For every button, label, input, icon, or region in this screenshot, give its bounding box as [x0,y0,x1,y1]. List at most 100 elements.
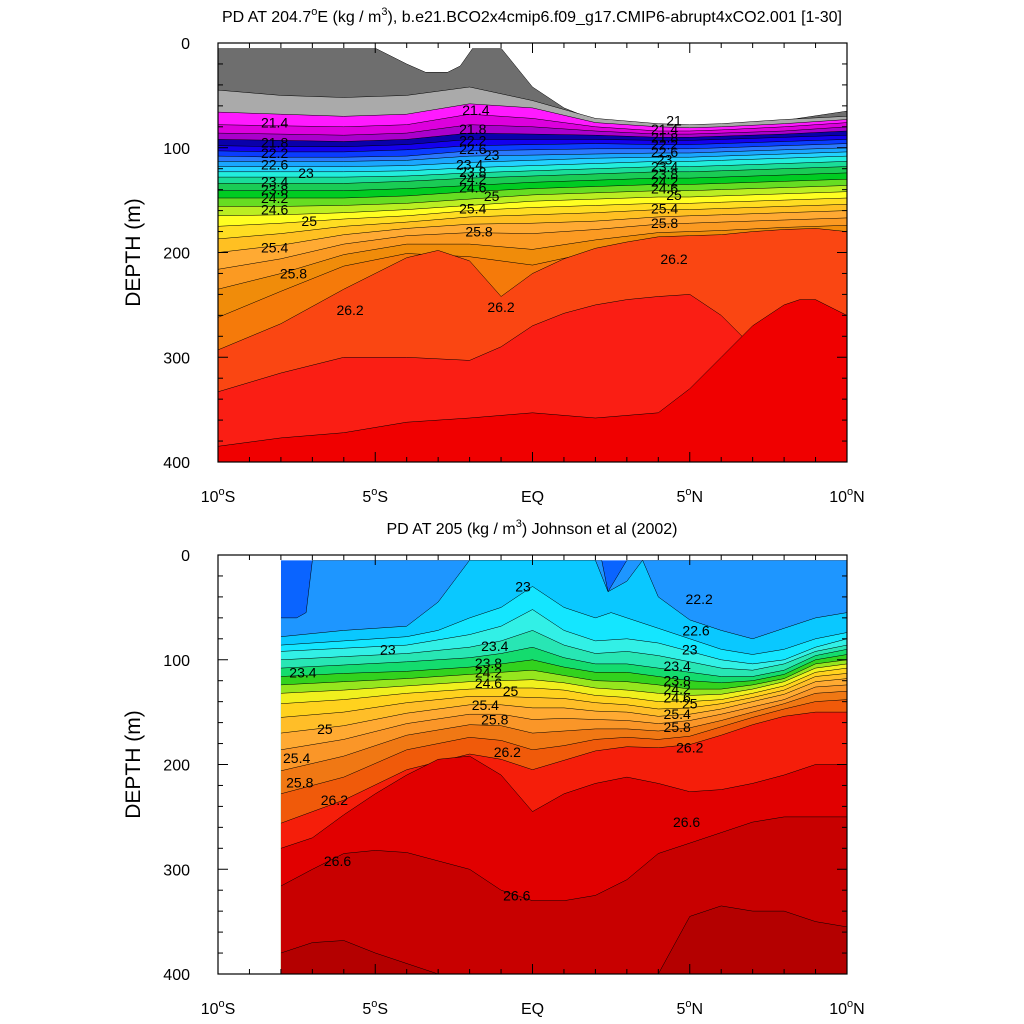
ticks [217,554,848,975]
contour-line-24.8 [280,667,847,704]
y-tick-label: 400 [163,967,190,984]
contour-label: 21.4 [462,102,489,118]
contour-label: 26.2 [487,299,514,315]
y-axis-label: DEPTH (m) [122,198,145,307]
chart-title: PD AT 204.7oE (kg / m3), b.e21.BCO2x4cmi… [222,6,842,26]
contour-label: 23 [657,151,673,167]
contour-label: 25.8 [664,719,691,735]
contour-label: 22.2 [459,132,486,148]
contour-label: 23.8 [475,655,502,671]
contour-label: 24.2 [651,173,678,189]
contour-line-23 [218,147,847,162]
y-tick-label: 400 [163,455,190,472]
x-tick-label: 5oS [362,998,388,1018]
contour-label: 25 [317,721,333,737]
y-tick-label: 100 [163,653,190,670]
contour-label: 25.8 [286,774,313,790]
contour-label: 24.2 [475,664,502,680]
contour-line-26.8 [280,905,847,974]
panel-bottom: 22.222.623 232323.423.423.423.823.824.224… [122,518,865,1018]
contour-line-24.6 [218,185,847,207]
contour-label: 23 [682,641,698,657]
contour-line-24.2 [280,654,847,684]
contour-line-23.2 [218,151,847,167]
contour-label: 23 [380,641,396,657]
contour-label: 26.2 [336,302,363,318]
contour-line-25 [280,673,847,718]
panel-top: 21.421.822.222.62323.423.824.224.62525.4… [122,6,865,506]
y-tick-label: 0 [181,36,190,53]
contour-label: 25.4 [472,697,499,713]
contour-label: 23 [298,165,314,181]
contour-band-26.6 [218,299,847,463]
contour-line-26 [280,699,847,795]
contour-label: 23.8 [664,673,691,689]
contour-label: 24.6 [651,181,678,197]
contour-line-25.4 [280,684,847,751]
x-tick-label: 10oN [829,998,864,1018]
x-tick-label: 5oS [362,486,388,506]
contour-label: 24.6 [459,180,486,196]
contour-line-24.8 [218,191,847,217]
contour-labels: 21.421.822.222.62323.423.824.224.62525.4… [261,102,688,318]
contour-label: 23.4 [289,664,316,680]
contour-line-23.4 [280,609,847,665]
contour-line-25 [218,197,847,227]
contour-label: 22.2 [651,137,678,153]
contour-label: 21 [666,113,682,129]
contour-line-24.4 [280,659,847,690]
y-tick-label: 300 [163,862,190,879]
contour-label: 22.2 [686,591,713,607]
contour-label: 23.4 [664,658,691,674]
contour-label: 22.6 [261,157,288,173]
contour-line-25.2 [218,204,847,240]
contour-label: 22.6 [459,141,486,157]
contour-fills [218,48,847,463]
chart-title: PD AT 205 (kg / m3) Johnson et al (2002) [386,518,677,538]
contour-label: 26.6 [324,853,351,869]
contour-label: 26.6 [503,887,530,903]
contour-label: 23.4 [261,173,288,189]
contour-labels: 22.222.623 232323.423.423.423.823.824.224… [283,578,713,903]
contour-line-21 [218,103,847,129]
contour-label: 26.2 [494,744,521,760]
contour-label: 25.4 [651,201,678,217]
contour-label: 24.6 [664,689,691,705]
contour-label: 25.8 [465,224,492,240]
contour-label: 24.2 [261,190,288,206]
contour-label: 25 [682,696,698,712]
contour-label: 21.4 [261,115,288,131]
contour-line-21.4 [218,113,847,132]
contour-line-26.2 [218,228,847,351]
contour-line-23.6 [280,630,847,671]
contour-line-26.6 [280,816,847,901]
y-tick-label: 100 [163,141,190,158]
contour-line-25.6 [218,217,847,270]
contour-label: 23.8 [261,182,288,198]
contour-label: 25.4 [283,750,310,766]
x-tick-label: EQ [521,1001,544,1018]
contour-band-26.8 [280,905,847,974]
contour-label: 25 [301,213,317,229]
contour-label: 21.8 [459,121,486,137]
x-tick-label: 10oS [201,998,236,1018]
contour-label: 24.6 [261,202,288,218]
contour-label: 23.8 [459,164,486,180]
contour-label: 22.2 [261,145,288,161]
contour-line-23.8 [218,166,847,184]
x-tick-label: 5oN [676,998,703,1018]
y-tick-label: 200 [163,246,190,263]
contour-label: 26.2 [676,740,703,756]
contour-line-22.4 [218,134,847,147]
y-tick-label: 200 [163,758,190,775]
x-tick-label: 5oN [676,486,703,506]
contour-label: 24.6 [475,675,502,691]
contour-line-21.8 [218,124,847,136]
contour-label: 26.2 [321,792,348,808]
contour-line-26.4 [280,755,847,849]
contour-line-23.8 [280,646,847,677]
contour-label: 23.8 [651,166,678,182]
contour-label: 22.6 [682,622,709,638]
contour-line-26.6 [218,299,847,447]
